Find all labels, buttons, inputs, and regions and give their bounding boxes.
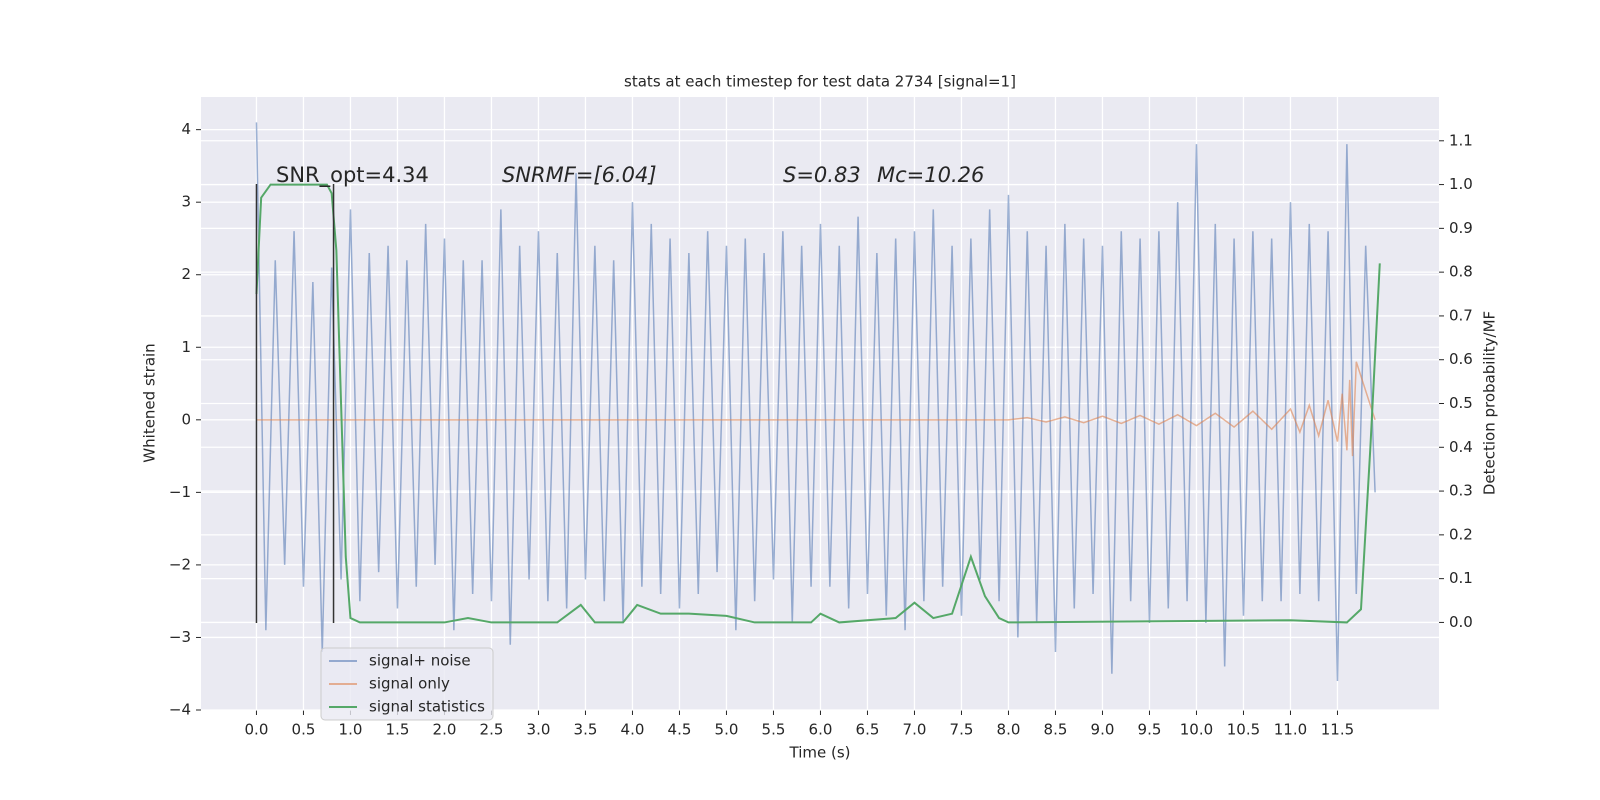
y2-tick-label: 0.0 [1449,613,1473,631]
y2-tick-label: 0.4 [1449,438,1473,456]
y2-tick-label: 0.1 [1449,569,1473,587]
x-tick-label: 2.0 [433,721,457,739]
y-tick-label: −2 [169,555,191,573]
x-tick-label: 5.5 [762,721,786,739]
x-axis-label: Time (s) [789,744,851,762]
legend-box [320,647,494,721]
y2-axis-label: Detection probability/MF [1481,311,1499,495]
x-tick-label: 1.5 [386,721,410,739]
y2-tick-label: 0.5 [1449,394,1473,412]
annotation: SNRMF=[6.04] [502,163,657,187]
x-tick-label: 1.0 [339,721,363,739]
y2-tick-label: 1.1 [1449,131,1473,149]
annotation: SNR_opt=4.34 [276,163,429,188]
legend-label: signal only [369,675,450,693]
legend-label: signal statistics [369,698,485,716]
legend: signal+ noise signal only signal statistic… [320,647,494,721]
legend-label: signal+ noise [369,652,471,670]
series-line [256,361,1376,457]
y-tick-label: 1 [181,338,191,356]
annotation: S=0.83 [783,163,861,187]
x-tick-label: 8.5 [1044,721,1068,739]
y2-tick-label: 0.8 [1449,263,1473,281]
x-tick-label: 11.0 [1274,721,1307,739]
annotation: Mc=10.26 [877,163,984,187]
y-axis-label: Whitened strain [141,343,159,462]
x-tick-label: 4.5 [668,721,692,739]
x-tick-label: 10.5 [1227,721,1260,739]
y-tick-label: −3 [169,628,191,646]
y2-tick-label: 0.6 [1449,350,1473,368]
x-tick-label: 8.0 [997,721,1021,739]
y2-tick-label: 0.2 [1449,525,1473,543]
series-line [255,183,1381,624]
y-tick-label: 2 [181,265,191,283]
x-tick-label: 4.0 [621,721,645,739]
y2-tick-label: 0.7 [1449,306,1473,324]
x-tick-label: 7.5 [950,721,974,739]
x-tick-label: 6.5 [856,721,880,739]
y-tick-label: −4 [169,701,191,719]
x-tick-label: 0.5 [292,721,316,739]
y2-tick-label: 1.0 [1449,175,1473,193]
x-tick-label: 2.5 [480,721,504,739]
y2-tick-label: 0.9 [1449,219,1473,237]
y2-tick-label: 0.3 [1449,482,1473,500]
x-tick-label: 3.0 [527,721,551,739]
x-tick-label: 10.0 [1180,721,1213,739]
chart-title: stats at each timestep for test data 273… [624,73,1016,91]
x-tick-label: 9.0 [1091,721,1115,739]
y-tick-label: −1 [169,483,191,501]
x-tick-label: 5.0 [715,721,739,739]
x-tick-label: 0.0 [245,721,269,739]
y-tick-label: 4 [181,120,191,138]
series-line [255,122,1376,681]
y-tick-label: 3 [181,193,191,211]
x-tick-label: 6.0 [809,721,833,739]
y-tick-label: 0 [181,410,191,428]
x-tick-label: 9.5 [1138,721,1162,739]
x-tick-label: 11.5 [1321,721,1354,739]
x-tick-label: 7.0 [903,721,927,739]
x-tick-label: 3.5 [574,721,598,739]
